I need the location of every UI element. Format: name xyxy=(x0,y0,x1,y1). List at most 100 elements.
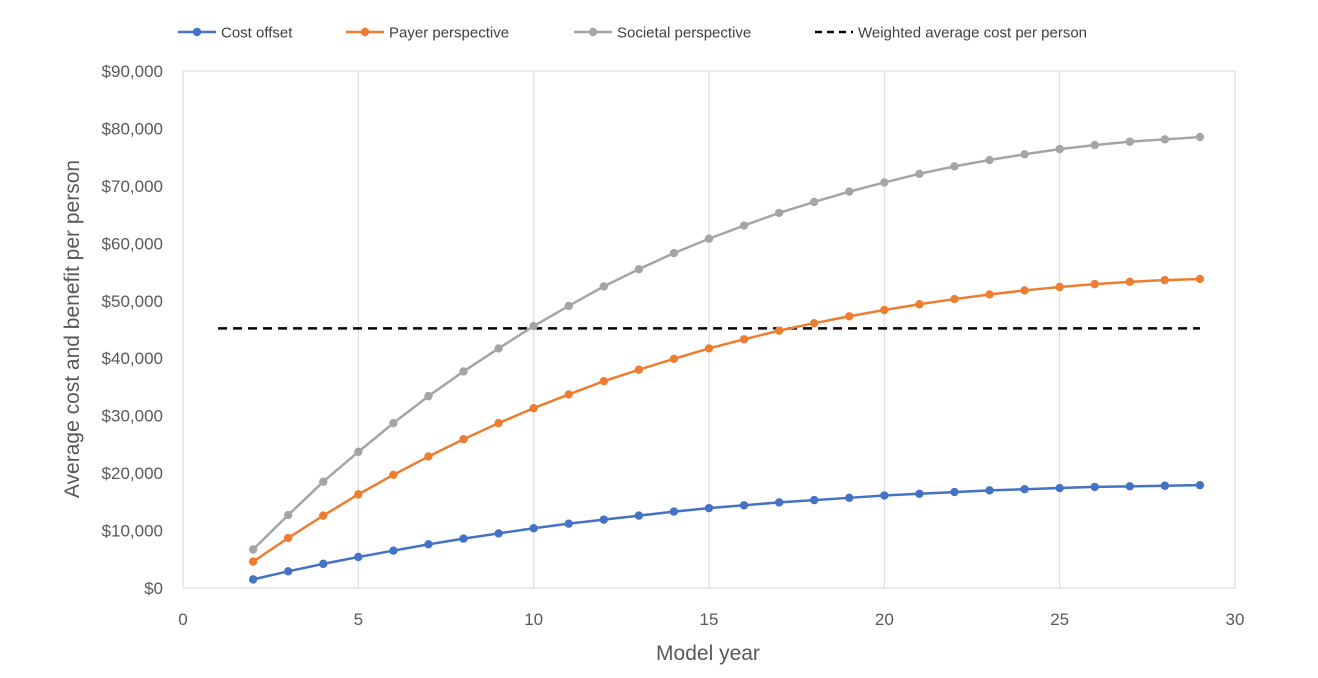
data-point xyxy=(810,495,819,505)
y-tick-label: $0 xyxy=(144,579,163,598)
legend-marker xyxy=(192,27,202,37)
series-line xyxy=(252,483,1200,581)
data-point xyxy=(1020,286,1029,295)
x-tick-label: 0 xyxy=(178,610,187,629)
data-point xyxy=(529,403,538,413)
data-point xyxy=(634,264,644,274)
data-point xyxy=(354,447,363,457)
data-point xyxy=(985,155,994,165)
data-point xyxy=(845,493,854,503)
data-point xyxy=(354,552,363,562)
series-cost-offset xyxy=(248,480,1205,584)
data-point xyxy=(950,162,959,171)
data-point xyxy=(669,248,679,258)
data-point xyxy=(248,557,258,566)
data-point xyxy=(774,326,784,335)
data-point xyxy=(389,546,398,555)
legend-item: Cost offset xyxy=(178,25,293,42)
data-point xyxy=(1195,274,1205,284)
series-line xyxy=(252,277,1200,563)
data-point xyxy=(915,300,924,309)
data-point xyxy=(739,221,749,230)
legend-label: Weighted average cost per person xyxy=(858,25,1087,42)
data-point xyxy=(284,510,293,520)
legend-marker xyxy=(360,27,370,37)
data-point xyxy=(424,391,433,401)
data-point xyxy=(1160,481,1170,490)
data-point xyxy=(1090,140,1099,150)
data-point xyxy=(1195,480,1205,490)
legend-marker xyxy=(588,27,598,37)
data-point xyxy=(774,498,784,507)
y-axis-title: Average cost and benefit per person xyxy=(61,160,84,498)
y-tick-label: $80,000 xyxy=(102,119,163,138)
data-point xyxy=(985,486,994,495)
data-point xyxy=(739,335,749,344)
legend-label: Payer perspective xyxy=(389,25,509,42)
legend-item: Societal perspective xyxy=(574,25,751,42)
data-point xyxy=(529,321,538,331)
legend-label: Societal perspective xyxy=(617,25,751,42)
data-point xyxy=(599,515,608,524)
y-tick-label: $60,000 xyxy=(102,234,163,253)
data-point xyxy=(845,187,854,196)
data-point xyxy=(915,489,924,498)
data-point xyxy=(1160,275,1170,285)
data-point xyxy=(669,354,679,363)
y-tick-label: $40,000 xyxy=(102,349,163,368)
data-point xyxy=(248,545,258,554)
data-point xyxy=(1055,144,1064,154)
data-point xyxy=(564,301,573,311)
series-societal-perspective xyxy=(248,132,1205,554)
y-axis-tick-labels: $0 $10,000 $20,000 $30,000 $40,000 $50,000 $60… xyxy=(102,62,163,598)
data-point xyxy=(704,344,714,353)
data-point xyxy=(459,534,468,543)
plot-border xyxy=(182,70,1236,589)
x-tick-label: 20 xyxy=(875,610,894,629)
data-point xyxy=(634,511,644,520)
data-point xyxy=(950,487,959,497)
data-point xyxy=(564,390,573,399)
y-tick-label: $10,000 xyxy=(102,522,163,541)
data-point xyxy=(774,208,784,218)
y-tick-label: $30,000 xyxy=(102,407,163,426)
y-tick-label: $70,000 xyxy=(102,177,163,196)
data-point xyxy=(599,282,608,291)
x-tick-label: 25 xyxy=(1050,610,1069,629)
data-point xyxy=(915,169,924,179)
data-point xyxy=(389,470,398,480)
series-payer-perspective xyxy=(248,274,1205,566)
data-point xyxy=(1125,137,1135,146)
data-point xyxy=(424,452,433,461)
data-point xyxy=(319,511,328,520)
x-tick-label: 10 xyxy=(524,610,543,629)
legend: Cost offset Payer perspective Societal per… xyxy=(178,25,1087,42)
data-point xyxy=(564,519,573,528)
series-lines xyxy=(248,132,1205,584)
data-point xyxy=(634,365,644,374)
data-point xyxy=(669,507,679,516)
x-tick-label: 5 xyxy=(354,610,363,629)
data-point xyxy=(810,318,819,328)
data-point xyxy=(880,178,889,187)
data-point xyxy=(248,575,258,584)
data-point xyxy=(950,294,959,304)
legend-item: Weighted average cost per person xyxy=(815,25,1087,42)
y-tick-label: $20,000 xyxy=(102,464,163,483)
data-point xyxy=(1125,482,1135,491)
data-point xyxy=(985,290,994,299)
data-point xyxy=(284,533,293,543)
x-axis-tick-labels: 0 5 10 15 20 25 30 xyxy=(178,610,1244,629)
data-point xyxy=(1090,279,1099,289)
data-point xyxy=(424,540,433,549)
x-tick-label: 30 xyxy=(1226,610,1245,629)
data-point xyxy=(459,435,468,444)
data-point xyxy=(704,503,714,513)
data-point xyxy=(810,197,819,207)
data-point xyxy=(1160,135,1170,144)
data-point xyxy=(739,501,749,510)
data-point xyxy=(319,477,328,486)
data-point xyxy=(494,344,503,353)
legend-label: Cost offset xyxy=(221,25,293,42)
